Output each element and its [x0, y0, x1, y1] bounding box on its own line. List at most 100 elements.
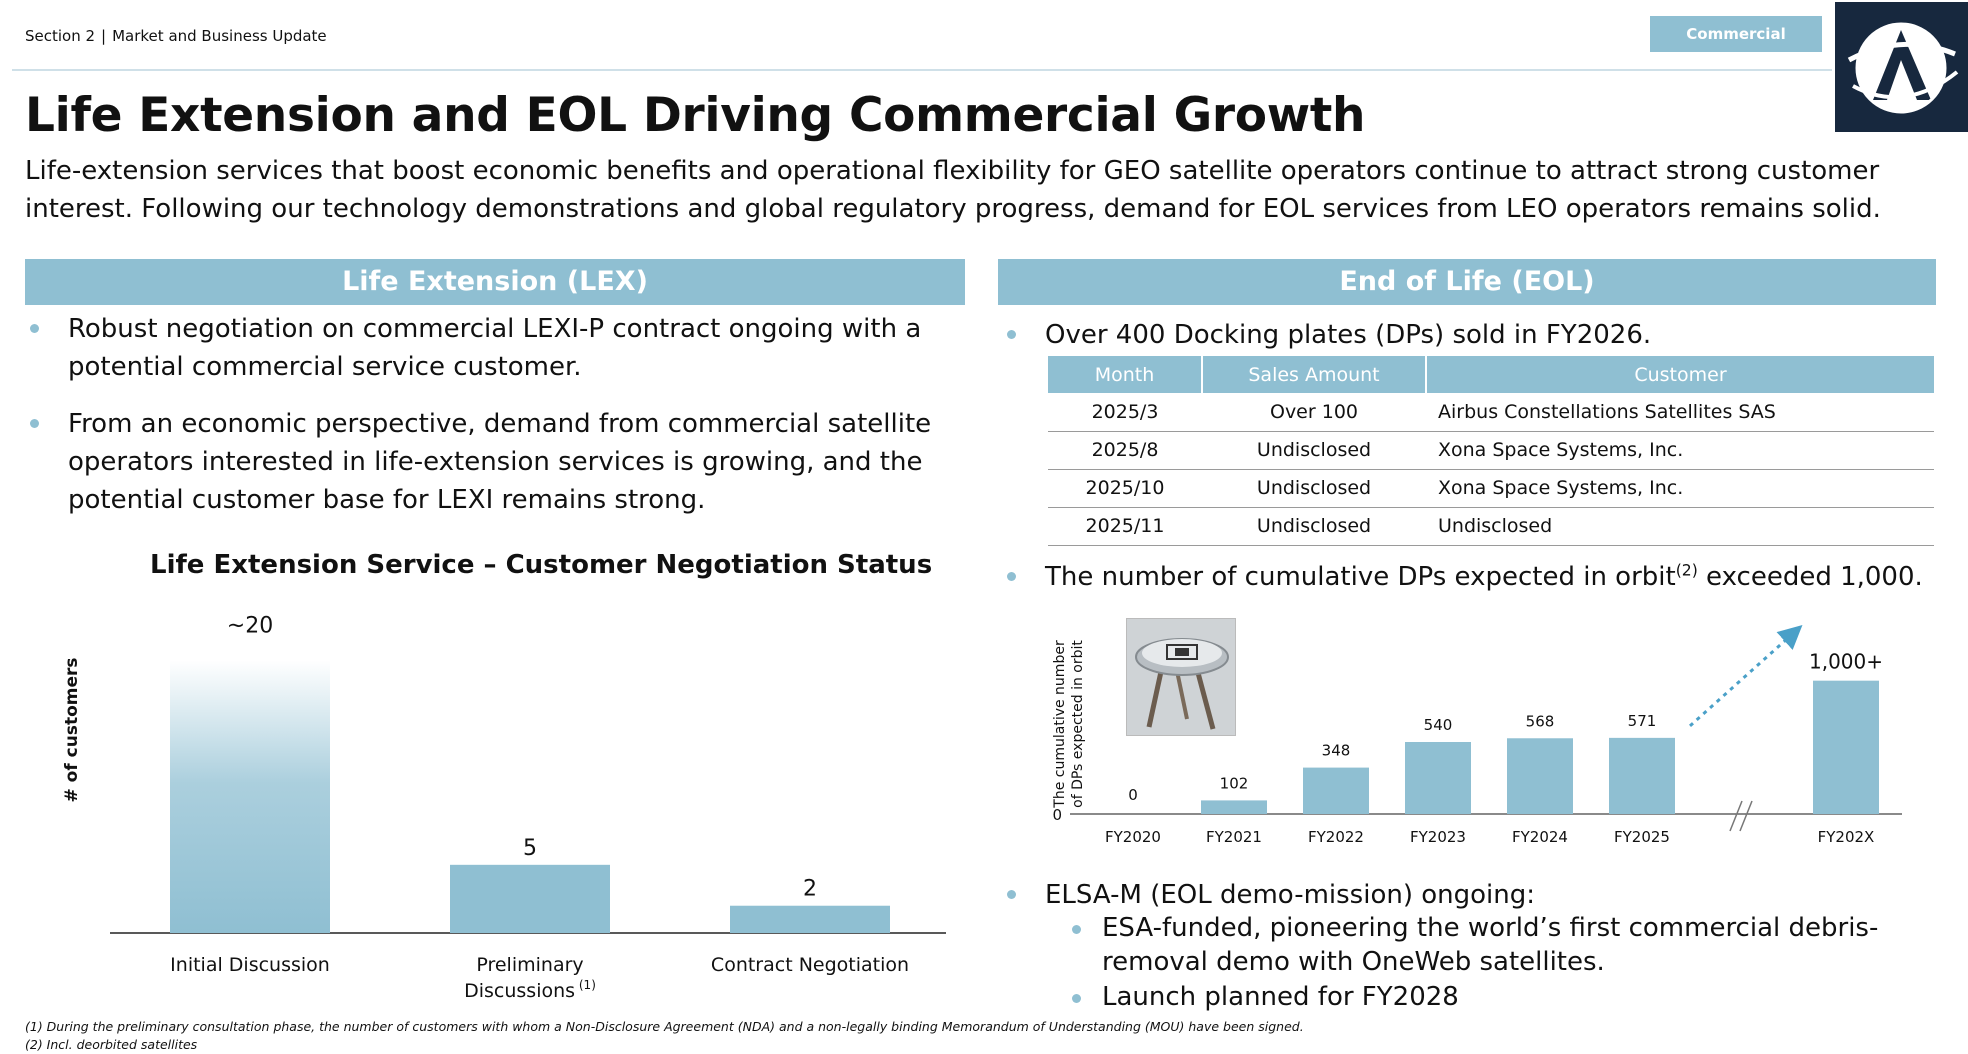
eol-category-label: FY2021: [1206, 828, 1262, 846]
table-cell-customer: Airbus Constellations Satellites SAS: [1426, 393, 1934, 432]
eol-category-label: FY2025: [1614, 828, 1670, 846]
eol-bar-value-label: 102: [1220, 774, 1249, 792]
table-cell-amount: Undisclosed: [1202, 431, 1426, 470]
lex-bullet-1: Robust negotiation on commercial LEXI-P …: [30, 310, 948, 386]
lex-bar-value-label: 2: [803, 877, 817, 902]
eol-bullet-1: Over 400 Docking plates (DPs) sold in FY…: [1007, 316, 1925, 354]
eol-bar-value-label: 571: [1628, 712, 1657, 730]
lex-bar-2: [450, 864, 610, 933]
bullet-dot: [1007, 572, 1016, 581]
eol-bullet-3: ELSA-M (EOL demo-mission) ongoing:: [1007, 876, 1925, 914]
axis-break-mark: [1729, 800, 1743, 832]
table-cell-customer: Undisclosed: [1426, 507, 1934, 546]
bullet-dot: [1007, 330, 1016, 339]
eol-category-label: FY202X: [1818, 828, 1875, 846]
eol-sub-bullet-1: ESA-funded, pioneering the world’s first…: [1072, 911, 1892, 979]
table-row: 2025/10 Undisclosed Xona Space Systems, …: [1048, 469, 1934, 508]
eol-bar-fy2024: [1507, 738, 1573, 814]
lex-category-label: Discussions (1): [464, 978, 596, 1002]
eol-bar-fy2023: [1405, 742, 1471, 814]
table-header-row: Month Sales Amount Customer: [1048, 356, 1934, 393]
lex-negotiation-chart: ~20 Initial Discussion 5 PreliminaryDiscuss…: [110, 613, 946, 1002]
bullet-dot: [1072, 994, 1081, 1003]
top-bar: Section 2 | Market and Business Update Com…: [0, 0, 1968, 132]
lex-category-label: Contract Negotiation: [711, 954, 909, 976]
eol-bullet-2: The number of cumulative DPs expected in…: [1007, 558, 1925, 596]
table-cell-month: 2025/3: [1048, 393, 1202, 432]
table-cell-month: 2025/11: [1048, 507, 1202, 546]
eol-sub-bullet-2: Launch planned for FY2028: [1072, 980, 1892, 1014]
lex-panel-header: Life Extension (LEX): [25, 259, 965, 305]
lex-chart-ylabel: # of customers: [62, 657, 82, 803]
table-cell-customer: Xona Space Systems, Inc.: [1426, 431, 1934, 470]
table-cell-amount: Undisclosed: [1202, 469, 1426, 508]
table-row: 2025/8 Undisclosed Xona Space Systems, I…: [1048, 431, 1934, 470]
lex-category-label: Initial Discussion: [170, 954, 330, 976]
footnote-1: (1) During the preliminary consultation …: [25, 1019, 1304, 1034]
docking-plate-image-icon: [1127, 619, 1235, 735]
eol-bar-fy2025: [1609, 737, 1675, 814]
lex-bar-3: [730, 905, 890, 933]
eol-bullet-2-tail: exceeded 1,000.: [1697, 562, 1923, 592]
docking-plate-photo: [1126, 618, 1236, 736]
eol-category-label: FY2023: [1410, 828, 1466, 846]
breadcrumb-separator: |: [101, 27, 107, 45]
footnote-ref-1: (1): [575, 978, 596, 992]
eol-sub-bullet-1-text: ESA-funded, pioneering the world’s first…: [1102, 913, 1879, 977]
eol-bullet-3-text: ELSA-M (EOL demo-mission) ongoing:: [1045, 880, 1536, 910]
breadcrumb-subtitle: Market and Business Update: [112, 27, 327, 45]
breadcrumb-section: Section 2: [25, 27, 96, 45]
column-header-customer: Customer: [1426, 356, 1934, 393]
lex-bullet-1-text: Robust negotiation on commercial LEXI-P …: [68, 314, 922, 382]
category-tag: Commercial: [1650, 16, 1822, 52]
eol-category-label: FY2024: [1512, 828, 1568, 846]
lex-chart-title: Life Extension Service – Customer Negoti…: [150, 550, 933, 580]
eol-bar-fy202x: [1813, 680, 1879, 814]
eol-panel-header: End of Life (EOL): [998, 259, 1936, 305]
header-divider: [12, 69, 1832, 71]
lex-bar-1: [170, 660, 330, 933]
bullet-dot: [1007, 890, 1016, 899]
lex-bullet-2-text: From an economic perspective, demand fro…: [68, 409, 932, 515]
docking-plate-sales-table: Month Sales Amount Customer 2025/3 Over …: [1048, 356, 1934, 546]
eol-sub-bullet-2-text: Launch planned for FY2028: [1102, 982, 1459, 1012]
eol-bar-value-label: 0: [1128, 786, 1138, 804]
table-row: 2025/11 Undisclosed Undisclosed: [1048, 507, 1934, 546]
astroscale-logo-icon: [1847, 22, 1959, 114]
column-header-month: Month: [1048, 356, 1203, 393]
eol-y-tick-label: 0: [1052, 806, 1062, 824]
eol-bar-value-label: 1,000+: [1809, 650, 1883, 674]
lex-bar-value-label: 5: [523, 836, 537, 861]
column-header-sales-amount: Sales Amount: [1202, 356, 1427, 393]
lex-bar-value-label: ~20: [227, 613, 273, 638]
eol-bullet-1-text: Over 400 Docking plates (DPs) sold in FY…: [1045, 320, 1652, 350]
table-cell-month: 2025/8: [1048, 431, 1202, 470]
intro-paragraph: Life-extension services that boost econo…: [25, 156, 1881, 224]
bullet-dot: [30, 324, 39, 333]
bullet-dot: [1072, 925, 1081, 934]
bullet-dot: [30, 419, 39, 428]
lex-bullet-2: From an economic perspective, demand fro…: [30, 405, 948, 519]
page-title: Life Extension and EOL Driving Commercia…: [25, 88, 1366, 143]
table-row: 2025/3 Over 100 Airbus Constellations Sa…: [1048, 393, 1934, 432]
table-cell-amount: Undisclosed: [1202, 507, 1426, 546]
footnote-ref-2: (2): [1675, 561, 1698, 580]
eol-bar-fy2021: [1201, 800, 1267, 814]
footnote-2: (2) Incl. deorbited satellites: [25, 1037, 198, 1052]
lex-category-label: Preliminary: [476, 954, 583, 976]
eol-category-label: FY2020: [1105, 828, 1161, 846]
eol-chart-ylabel: The cumulative number of DPs expected in …: [1052, 640, 1086, 809]
table-cell-customer: Xona Space Systems, Inc.: [1426, 469, 1934, 508]
eol-bullet-2-text: The number of cumulative DPs expected in…: [1045, 562, 1676, 592]
breadcrumb: Section 2 | Market and Business Update: [25, 27, 327, 45]
axis-break-mark: [1739, 800, 1753, 832]
company-logo: [1835, 2, 1968, 132]
table-cell-amount: Over 100: [1202, 393, 1426, 432]
table-cell-month: 2025/10: [1048, 469, 1202, 508]
eol-category-label: FY2022: [1308, 828, 1364, 846]
trend-arrow: [1688, 624, 1803, 727]
eol-bar-value-label: 540: [1424, 716, 1453, 734]
eol-bar-value-label: 568: [1526, 712, 1555, 730]
eol-bar-fy2022: [1303, 767, 1369, 814]
